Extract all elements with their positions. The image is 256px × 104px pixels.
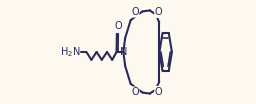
Text: O: O: [155, 7, 163, 17]
Text: O: O: [114, 21, 122, 31]
Text: O: O: [155, 87, 163, 97]
Text: H$_2$N: H$_2$N: [60, 45, 80, 59]
Text: O: O: [131, 87, 139, 97]
Text: O: O: [131, 7, 139, 17]
Text: N: N: [120, 47, 127, 57]
